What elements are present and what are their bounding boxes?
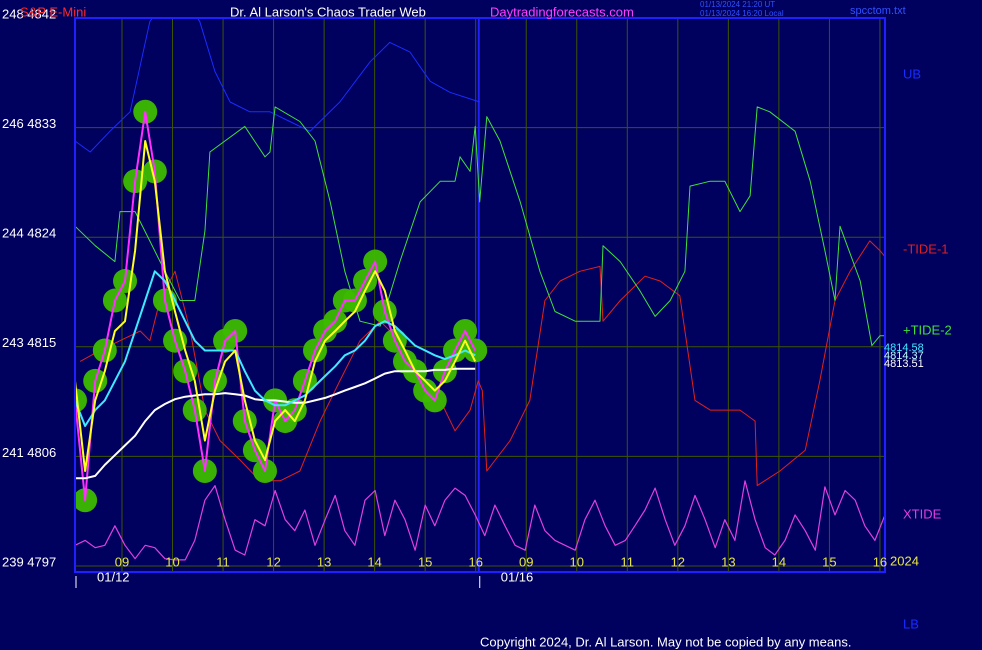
year-label: 2024 xyxy=(890,553,919,568)
y-tick-label: 244 4824 xyxy=(2,226,56,241)
y-tick-label: 246 4833 xyxy=(2,116,56,131)
legend-label: +TIDE-2 xyxy=(903,322,952,337)
file-name: spcctom.txt xyxy=(850,5,906,17)
legend-label: UB xyxy=(903,66,921,81)
x-tick-label: 16 xyxy=(873,554,887,569)
x-tick-label: 09 xyxy=(519,554,533,569)
copyright: Copyright 2024, Dr. Al Larson. May not b… xyxy=(480,634,851,649)
last-value-label: 4813.51 xyxy=(884,358,924,370)
legend-label: XTIDE xyxy=(903,506,942,521)
y-tick-label: 239 4797 xyxy=(2,554,56,569)
x-tick-label: 09 xyxy=(115,554,129,569)
last-value-label: 4814.58 xyxy=(884,342,924,354)
plot-area xyxy=(75,18,885,561)
y-tick-label: 243 4815 xyxy=(2,335,56,350)
series-line xyxy=(75,480,885,561)
last-value-label: 4814.37 xyxy=(884,350,924,362)
x-tick-label: 10 xyxy=(570,554,584,569)
x-tick-label: 12 xyxy=(266,554,280,569)
timestamp: 01/13/2024 21:20 UT xyxy=(700,0,775,9)
instrument: S&P E-Mini xyxy=(20,4,86,19)
x-tick-label: 13 xyxy=(317,554,331,569)
series-line xyxy=(75,140,477,472)
x-tick-label: 15 xyxy=(418,554,432,569)
x-tick-label: 14 xyxy=(367,554,381,569)
legend-label: -TIDE-1 xyxy=(903,241,949,256)
series-line xyxy=(75,18,480,153)
x-tick-label: 10 xyxy=(165,554,179,569)
x-tick-label: 14 xyxy=(772,554,786,569)
chart-title: Dr. Al Larson's Chaos Trader Web xyxy=(230,4,426,19)
x-tick-label: 11 xyxy=(216,554,230,569)
series-line xyxy=(79,240,885,487)
series-line xyxy=(75,367,476,480)
date-label: 01/12 xyxy=(97,569,130,584)
plot-border xyxy=(74,17,886,573)
x-tick-label: 15 xyxy=(822,554,836,569)
timestamp: 01/13/2024 16:20 Local xyxy=(700,9,784,18)
x-tick-label: 13 xyxy=(721,554,735,569)
site: Daytradingforecasts.com xyxy=(490,4,634,19)
lower-band-label: LB xyxy=(903,616,919,631)
series-line xyxy=(75,270,476,427)
x-tick-label: 12 xyxy=(671,554,685,569)
series-line xyxy=(75,106,885,347)
x-tick-label: 11 xyxy=(621,554,635,569)
x-tick-label: 16 xyxy=(468,554,482,569)
y-tick-label: 241 4806 xyxy=(2,445,56,460)
date-label: 01/16 xyxy=(501,569,534,584)
labels: 248 4842 246 4833 244 4824 243 4815 241 4806… xyxy=(2,6,924,588)
y-tick-label: 248 4842 xyxy=(2,6,56,21)
